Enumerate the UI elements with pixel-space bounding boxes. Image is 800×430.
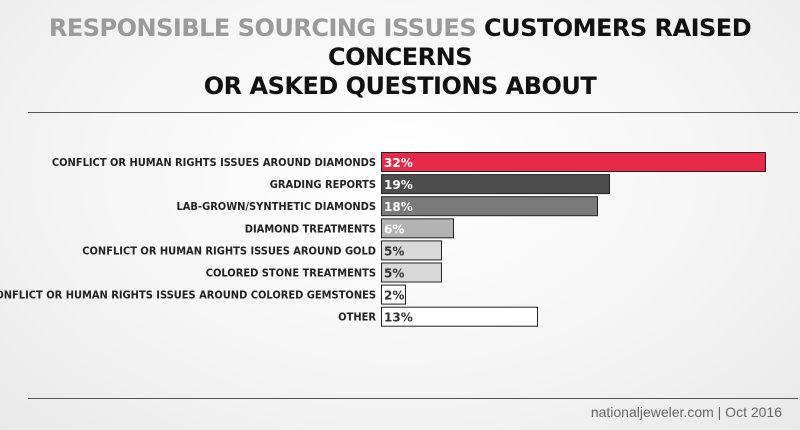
- bar: [381, 196, 598, 217]
- bar: [381, 240, 442, 261]
- category-label: CONFLICT OR HUMAN RIGHTS ISSUES AROUND G…: [82, 244, 376, 257]
- bar: [381, 152, 766, 172]
- value-label: 32%: [384, 156, 413, 170]
- value-label: 2%: [384, 289, 404, 303]
- bottom-divider: [28, 398, 798, 399]
- category-label: OTHER: [338, 311, 376, 324]
- title-line-1: RESPONSIBLE SOURCING ISSUES CUSTOMERS RA…: [0, 14, 800, 72]
- chart-title: RESPONSIBLE SOURCING ISSUES CUSTOMERS RA…: [0, 14, 800, 101]
- category-label: CONFLICT OR HUMAN RIGHTS ISSUES AROUND D…: [52, 156, 376, 169]
- bar: [381, 284, 406, 305]
- category-label: DIAMOND TREATMENTS: [245, 222, 376, 235]
- bar: [381, 174, 610, 195]
- category-label: GRADING REPORTS: [270, 178, 376, 191]
- value-label: 5%: [384, 244, 404, 258]
- category-label: COLORED STONE TREATMENTS: [206, 267, 376, 280]
- value-label: 6%: [384, 222, 404, 236]
- category-label: CONFLICT OR HUMAN RIGHTS ISSUES AROUND C…: [0, 289, 376, 302]
- title-rest: CUSTOMERS RAISED CONCERNS: [328, 14, 752, 71]
- value-label: 13%: [384, 311, 413, 325]
- top-divider: [28, 112, 798, 113]
- value-label: 5%: [384, 267, 404, 281]
- title-line-2: OR ASKED QUESTIONS ABOUT: [203, 72, 597, 100]
- value-label: 19%: [384, 178, 413, 192]
- bar: [381, 262, 442, 283]
- title-highlight: RESPONSIBLE SOURCING ISSUES: [48, 14, 477, 42]
- source-credit: nationaljeweler.com | Oct 2016: [590, 404, 782, 420]
- value-label: 18%: [384, 200, 413, 214]
- bar: [381, 218, 454, 239]
- category-label: LAB-GROWN/SYNTHETIC DIAMONDS: [176, 200, 376, 213]
- bar: [381, 306, 538, 327]
